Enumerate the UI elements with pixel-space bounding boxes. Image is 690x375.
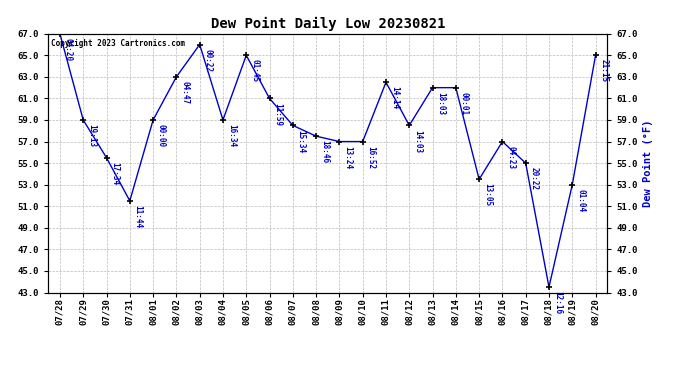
Text: 17:34: 17:34	[110, 162, 119, 185]
Text: 19:13: 19:13	[87, 124, 96, 147]
Text: 14:14: 14:14	[390, 86, 399, 109]
Text: 16:34: 16:34	[227, 124, 236, 147]
Text: Copyright 2023 Cartronics.com: Copyright 2023 Cartronics.com	[51, 39, 185, 48]
Text: 00:01: 00:01	[460, 92, 469, 115]
Text: 14:03: 14:03	[413, 129, 422, 153]
Text: 00:00: 00:00	[157, 124, 166, 147]
Text: 20:22: 20:22	[529, 167, 538, 190]
Text: 01:45: 01:45	[250, 60, 259, 82]
Text: 11:44: 11:44	[134, 205, 143, 228]
Text: 04:23: 04:23	[506, 146, 515, 169]
Y-axis label: Dew Point (°F): Dew Point (°F)	[643, 119, 653, 207]
Text: 13:24: 13:24	[343, 146, 352, 169]
Title: Dew Point Daily Low 20230821: Dew Point Daily Low 20230821	[210, 17, 445, 31]
Text: 04:20: 04:20	[63, 38, 72, 61]
Text: 16:52: 16:52	[366, 146, 375, 169]
Text: 11:59: 11:59	[273, 103, 282, 126]
Text: 04:47: 04:47	[180, 81, 189, 104]
Text: 18:03: 18:03	[436, 92, 445, 115]
Text: 01:04: 01:04	[576, 189, 585, 212]
Text: 13:05: 13:05	[483, 183, 492, 207]
Text: 12:16: 12:16	[553, 291, 562, 314]
Text: 18:46: 18:46	[320, 140, 329, 164]
Text: 00:22: 00:22	[204, 49, 213, 72]
Text: 21:15: 21:15	[600, 60, 609, 82]
Text: 15:34: 15:34	[297, 129, 306, 153]
